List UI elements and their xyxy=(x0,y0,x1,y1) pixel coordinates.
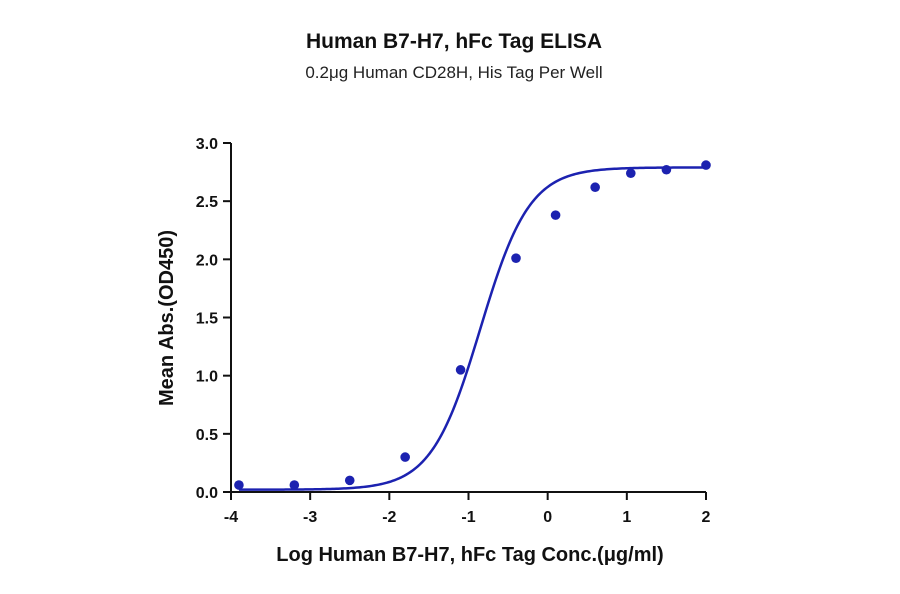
chart-title: Human B7-H7, hFc Tag ELISA xyxy=(306,30,602,53)
y-tick-label: 0.0 xyxy=(196,485,218,502)
x-tick-label: -1 xyxy=(461,509,475,526)
y-tick-label: 2.5 xyxy=(196,194,218,211)
data-point xyxy=(550,210,561,220)
y-tick-label: 2.0 xyxy=(196,252,218,269)
y-tick-label: 3.0 xyxy=(196,136,218,153)
y-axis-label: Mean Abs.(OD450) xyxy=(156,230,178,406)
data-points xyxy=(234,160,711,490)
data-point xyxy=(625,168,636,179)
y-tick-label: 0.5 xyxy=(196,427,218,444)
y-ticks: 0.0 0.5 1.0 1.5 2.0 2.5 3.0 xyxy=(196,136,231,502)
x-ticks: -4 -3 -2 -1 0 1 2 xyxy=(224,492,711,526)
x-tick-label: 1 xyxy=(622,509,631,526)
data-point xyxy=(590,182,600,193)
data-point xyxy=(661,164,672,175)
data-point xyxy=(400,452,410,462)
data-point xyxy=(234,480,244,490)
chart-subtitle: 0.2μg Human CD28H, His Tag Per Well xyxy=(305,63,602,82)
x-tick-label: 2 xyxy=(702,509,711,526)
data-point xyxy=(701,160,711,170)
fit-curve xyxy=(238,166,707,491)
x-tick-label: -4 xyxy=(224,509,238,526)
data-point xyxy=(344,475,355,486)
axes xyxy=(230,143,706,493)
data-point xyxy=(511,253,521,263)
y-tick-label: 1.5 xyxy=(196,311,218,328)
x-axis-label: Log Human B7-H7, hFc Tag Conc.(μg/ml) xyxy=(276,544,663,566)
x-tick-label: -3 xyxy=(303,509,317,526)
x-tick-label: 0 xyxy=(543,509,552,526)
y-tick-label: 1.0 xyxy=(196,369,218,386)
x-tick-label: -2 xyxy=(382,509,396,526)
data-point xyxy=(455,365,466,375)
data-point xyxy=(289,480,300,490)
